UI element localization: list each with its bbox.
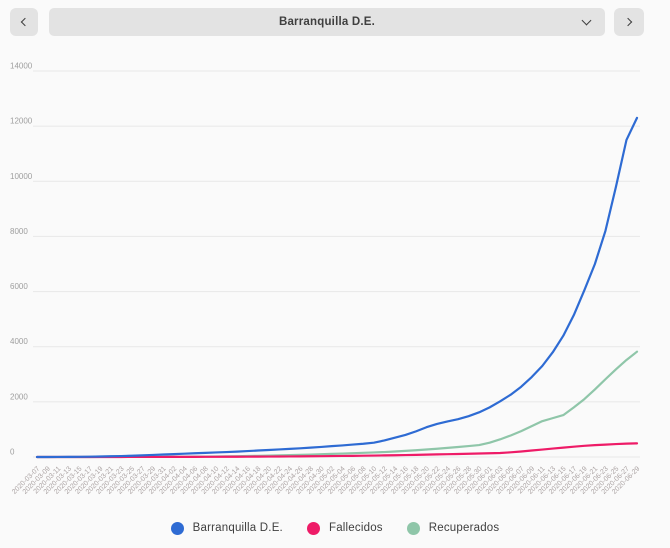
y-tick-label: 10000	[10, 172, 33, 181]
y-tick-label: 4000	[10, 337, 28, 346]
chevron-down-icon	[581, 15, 592, 26]
legend-item-recuperados[interactable]: Recuperados	[406, 521, 500, 535]
gridlines	[33, 70, 640, 458]
y-tick-label: 8000	[10, 227, 28, 236]
legend-dot	[306, 521, 320, 535]
chevron-left-icon	[20, 17, 30, 27]
y-tick-label: 12000	[10, 117, 33, 126]
legend-dot	[406, 521, 420, 535]
y-tick-label: 14000	[10, 62, 33, 71]
region-select[interactable]: Barranquilla D.E.	[49, 8, 605, 36]
legend-item-barranquilla-d-e-[interactable]: Barranquilla D.E.	[170, 521, 283, 535]
y-axis-labels: 0 2000 4000 6000 8000 10000 12000 14000	[10, 62, 33, 457]
prev-region-button[interactable]	[10, 8, 38, 36]
region-select-value: Barranquilla D.E.	[278, 16, 376, 28]
series-line-barranquilla-d-e-	[35, 116, 639, 459]
y-tick-label: 0	[10, 448, 15, 457]
series-line-fallecidos	[35, 442, 639, 459]
x-axis-labels: 2020-03-072020-03-092020-03-112020-03-13…	[11, 465, 641, 495]
region-selector-bar: Barranquilla D.E.	[10, 8, 644, 36]
legend-item-fallecidos[interactable]: Fallecidos	[306, 521, 383, 535]
chevron-right-icon	[623, 17, 633, 27]
series-line-recuperados	[35, 350, 639, 459]
covid-line-chart[interactable]: 0 2000 4000 6000 8000 10000 12000 14000 2020-03-…	[0, 50, 670, 512]
y-tick-label: 2000	[10, 392, 28, 401]
next-region-button[interactable]	[614, 8, 644, 36]
legend-dot	[170, 521, 184, 535]
legend-label: Fallecidos	[328, 522, 383, 534]
legend-label: Recuperados	[428, 522, 500, 534]
chart-legend: Barranquilla D.E. Fallecidos Recuperados	[0, 516, 670, 540]
y-tick-label: 6000	[10, 282, 28, 291]
legend-label: Barranquilla D.E.	[192, 522, 283, 534]
